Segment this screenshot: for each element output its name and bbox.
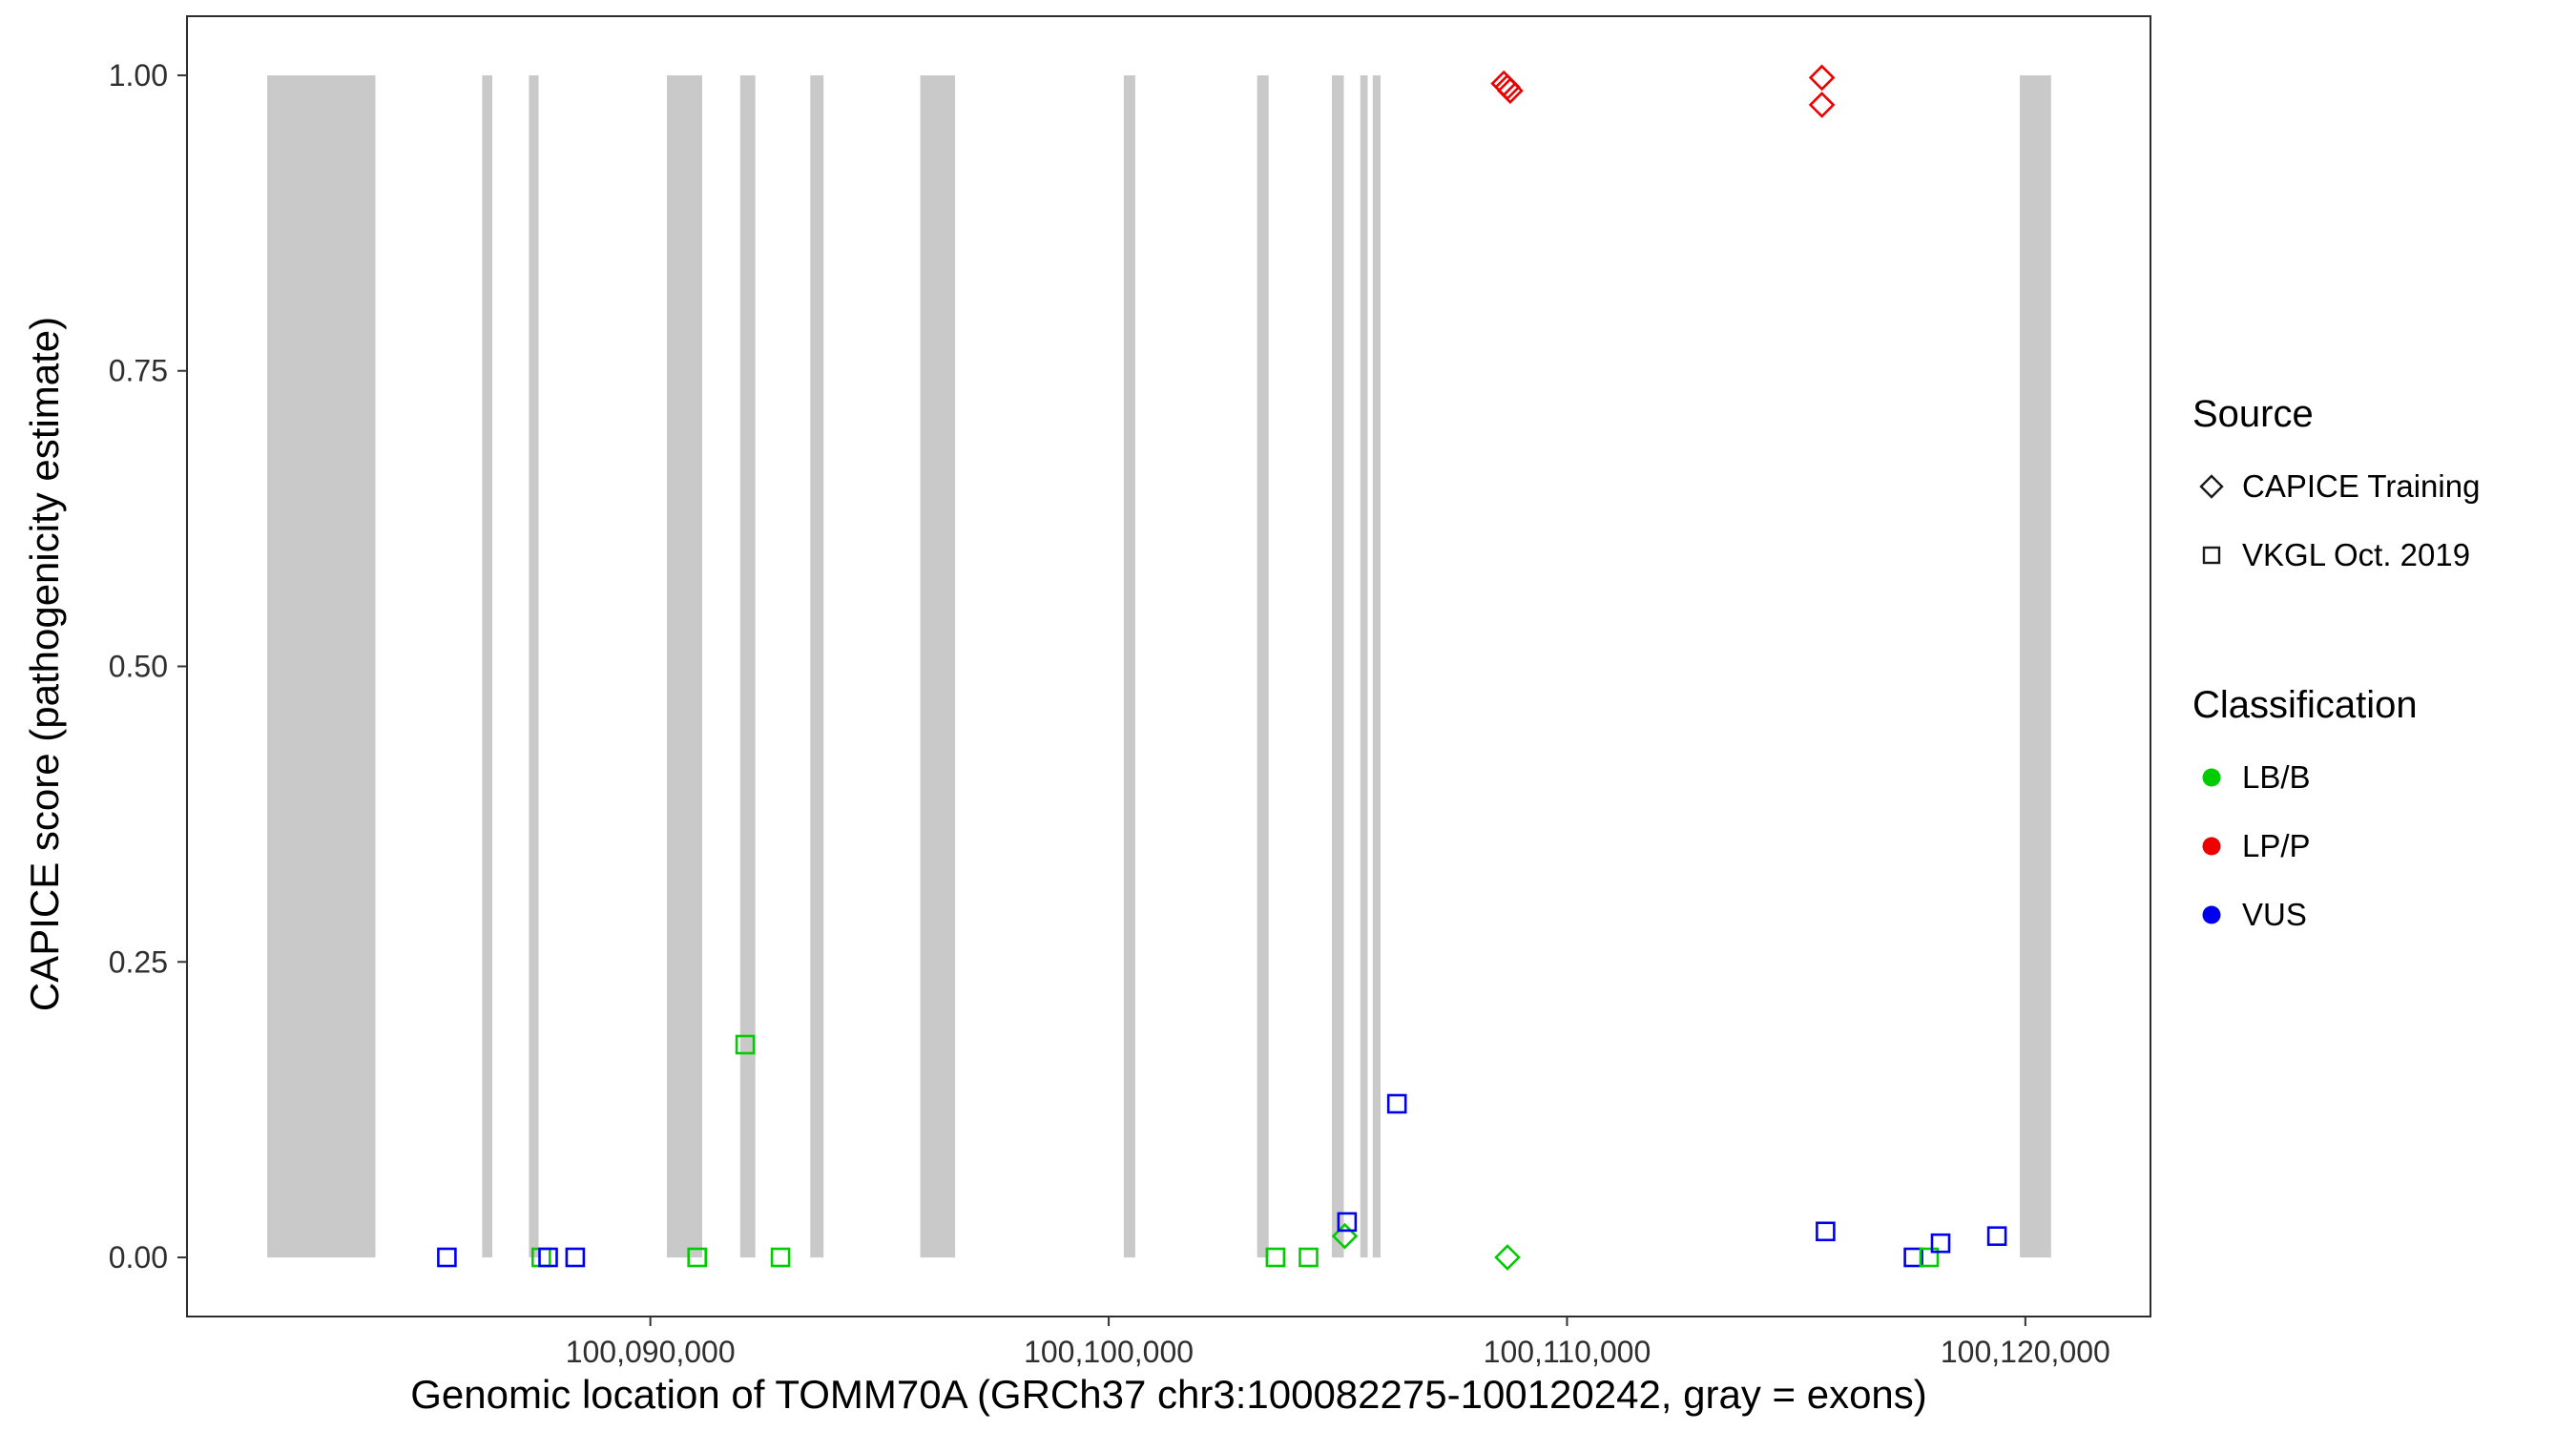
data-point-square bbox=[1386, 1093, 1407, 1114]
exon-bar bbox=[482, 75, 492, 1258]
x-tick-label: 100,120,000 bbox=[1941, 1335, 2110, 1369]
y-axis-title: CAPICE score (pathogenicity estimate) bbox=[22, 316, 67, 1012]
exon-bar bbox=[810, 75, 824, 1258]
legend-item-lbb: LB/B bbox=[2192, 743, 2576, 812]
exon-bar bbox=[267, 75, 376, 1258]
data-point-diamond bbox=[1490, 70, 1518, 97]
data-point-diamond bbox=[1808, 92, 1836, 118]
exon-bar bbox=[1332, 75, 1344, 1258]
legend: Source CAPICE Training VKGL Oct. 2019 Cl… bbox=[2192, 389, 2576, 949]
legend-source-group: Source CAPICE Training VKGL Oct. 2019 bbox=[2192, 389, 2576, 590]
data-point-square bbox=[1903, 1247, 1923, 1268]
x-axis-title: Genomic location of TOMM70A (GRCh37 chr3… bbox=[410, 1372, 1927, 1417]
exon-bar bbox=[667, 75, 702, 1258]
data-point-diamond bbox=[1331, 1222, 1359, 1250]
data-point-square bbox=[1337, 1212, 1358, 1233]
legend-classification-group: Classification LB/B LP/P bbox=[2192, 680, 2576, 949]
legend-item-label: LP/P bbox=[2242, 828, 2311, 863]
exon-bar bbox=[529, 75, 539, 1258]
data-point-square bbox=[735, 1034, 756, 1055]
legend-item-label: LB/B bbox=[2242, 759, 2311, 795]
legend-item-label: VKGL Oct. 2019 bbox=[2242, 537, 2471, 572]
red-dot-icon bbox=[2202, 837, 2221, 856]
data-point-diamond bbox=[1808, 64, 1836, 92]
legend-classification-title: Classification bbox=[2192, 684, 2418, 726]
y-tick-label: 0.50 bbox=[109, 650, 168, 684]
y-tick-label: 0.75 bbox=[109, 354, 168, 388]
exon-bar bbox=[1123, 75, 1135, 1258]
data-point-square bbox=[538, 1247, 558, 1268]
blue-dot-icon bbox=[2202, 905, 2221, 924]
legend-item-lpp: LP/P bbox=[2192, 812, 2576, 881]
x-tick-label: 100,100,000 bbox=[1024, 1335, 1194, 1369]
data-point-diamond bbox=[1494, 1244, 1521, 1271]
exon-bar bbox=[1257, 75, 1269, 1258]
legend-item-vus: VUS bbox=[2192, 881, 2576, 949]
legend-item-label: CAPICE Training bbox=[2242, 468, 2481, 504]
legend-source-title: Source bbox=[2192, 393, 2314, 435]
data-point-square bbox=[770, 1247, 791, 1268]
legend-item-capice-training: CAPICE Training bbox=[2192, 452, 2576, 521]
data-point-square bbox=[437, 1247, 457, 1268]
data-point-square bbox=[565, 1247, 586, 1268]
green-dot-icon bbox=[2202, 768, 2221, 787]
data-point-square bbox=[687, 1247, 708, 1268]
y-tick-label: 0.00 bbox=[109, 1240, 168, 1275]
exon-bar bbox=[1360, 75, 1368, 1258]
data-point-square bbox=[1930, 1233, 1951, 1254]
legend-item-vkgl: VKGL Oct. 2019 bbox=[2192, 521, 2576, 590]
plot-panel-border bbox=[186, 15, 2151, 1317]
legend-item-label: VUS bbox=[2242, 897, 2307, 932]
y-tick-label: 0.25 bbox=[109, 944, 168, 979]
data-point-square bbox=[1816, 1221, 1836, 1242]
x-tick-label: 100,090,000 bbox=[566, 1335, 736, 1369]
data-point-diamond bbox=[1497, 77, 1524, 104]
data-point-diamond bbox=[1494, 73, 1521, 101]
data-point-square bbox=[1265, 1247, 1286, 1268]
data-point-square bbox=[1919, 1247, 1940, 1268]
exon-bar bbox=[1372, 75, 1381, 1258]
data-point-square bbox=[1986, 1226, 2007, 1246]
x-tick-label: 100,110,000 bbox=[1484, 1335, 1652, 1369]
exon-bar bbox=[2020, 75, 2051, 1258]
data-point-square bbox=[1298, 1247, 1319, 1268]
exon-bar bbox=[920, 75, 956, 1258]
exon-bar bbox=[739, 75, 756, 1258]
diamond-icon bbox=[2199, 474, 2224, 499]
square-icon bbox=[2202, 546, 2221, 565]
y-tick-label: 1.00 bbox=[109, 58, 168, 93]
